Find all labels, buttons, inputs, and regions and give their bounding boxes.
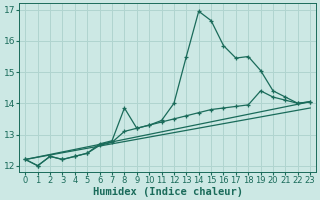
X-axis label: Humidex (Indice chaleur): Humidex (Indice chaleur) xyxy=(93,186,243,197)
